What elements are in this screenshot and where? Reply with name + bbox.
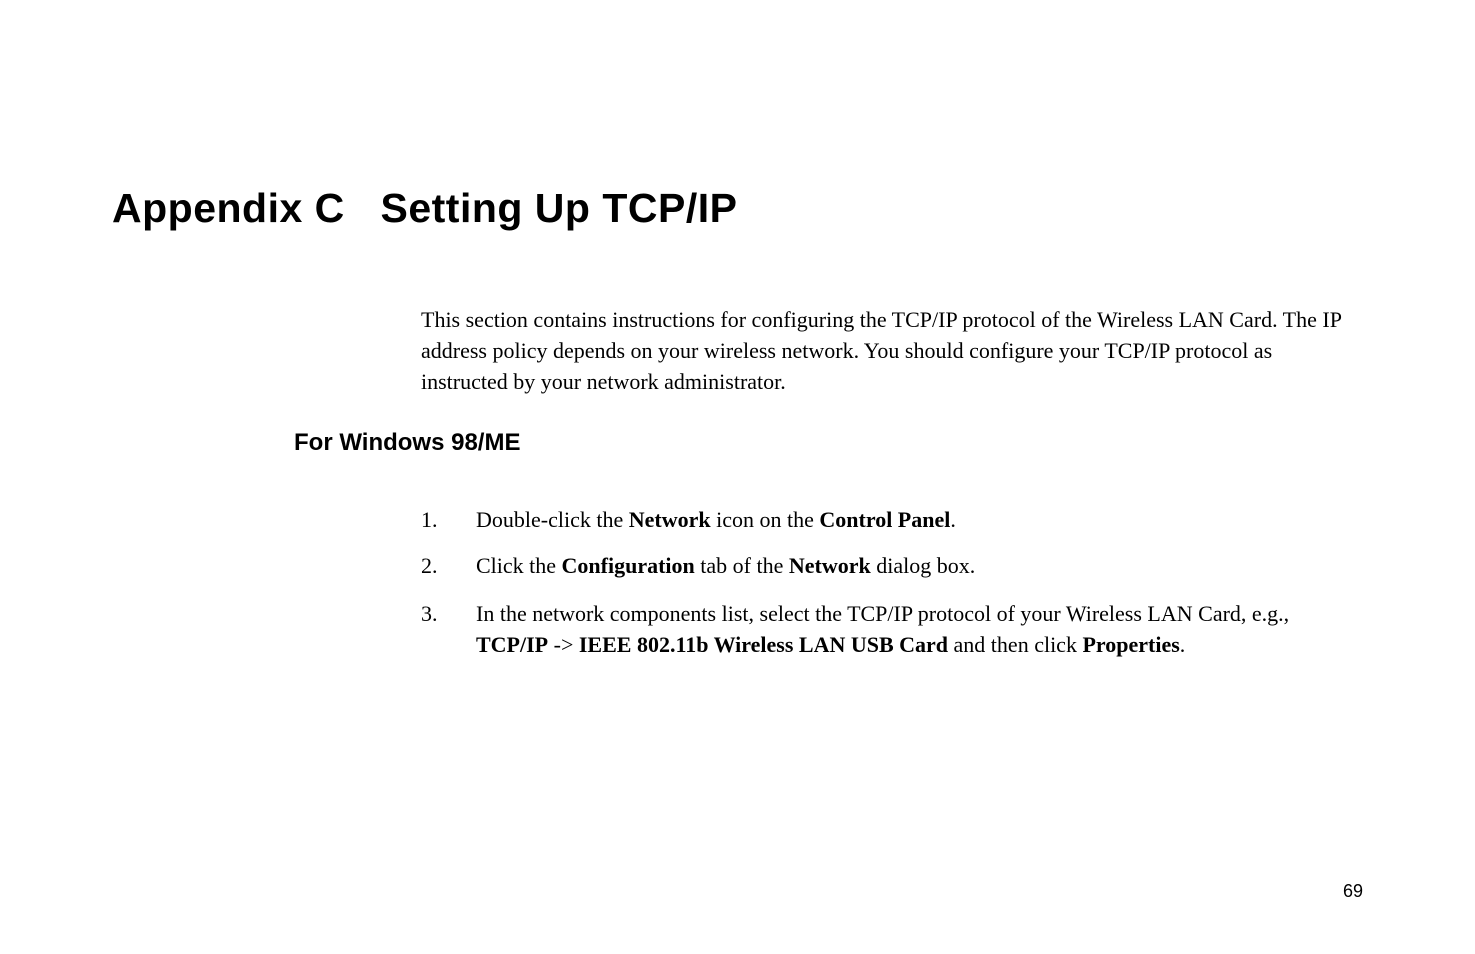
title-text: Setting Up TCP/IP (380, 185, 737, 231)
list-content-3: In the network components list, select t… (476, 599, 1346, 661)
appendix-label: Appendix C (112, 185, 345, 231)
page-title: Appendix C Setting Up TCP/IP (112, 185, 737, 232)
list-content-1: Double-click the Network icon on the Con… (476, 507, 1346, 533)
page-number: 69 (1343, 881, 1363, 902)
list-number-1: 1. (421, 507, 476, 533)
list-item-1: 1.Double-click the Network icon on the C… (421, 507, 1346, 533)
list-item-3: 3.In the network components list, select… (421, 599, 1361, 661)
list-item-2: 2.Click the Configuration tab of the Net… (421, 553, 1346, 579)
list-number-3: 3. (421, 599, 476, 630)
section-heading: For Windows 98/ME (294, 429, 520, 457)
list-content-2: Click the Configuration tab of the Netwo… (476, 553, 1346, 579)
list-number-2: 2. (421, 553, 476, 579)
intro-paragraph: This section contains instructions for c… (421, 305, 1361, 397)
